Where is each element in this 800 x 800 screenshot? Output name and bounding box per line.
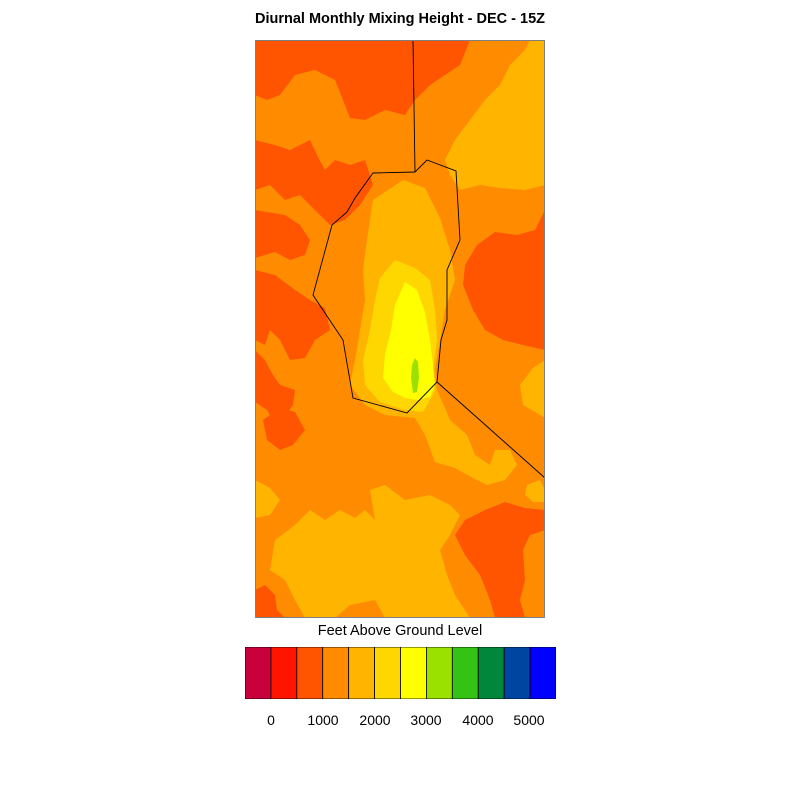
tick-label-1000: 1000 (307, 712, 339, 728)
colorbar-swatch-7 (426, 647, 453, 699)
boundary-north (412, 40, 416, 173)
colorbar-swatch-3 (322, 647, 350, 699)
contour-yellow-center (383, 282, 435, 400)
tick-label-0: 0 (267, 712, 275, 728)
colorbar-swatch-4 (348, 647, 375, 699)
colorbar-swatch-11 (529, 647, 556, 699)
tick-label-4000: 4000 (462, 712, 494, 728)
colorbar-swatch-9 (477, 647, 505, 699)
contour-dark-orange-top2 (255, 140, 373, 225)
contour-dark-orange-left (255, 210, 310, 260)
contour-orange-bottom-left (255, 480, 280, 518)
contour-dark-orange-left2 (255, 270, 330, 360)
contour-dark-orange-bottom-right (455, 502, 545, 618)
contour-orange-spot-top (523, 95, 545, 130)
colorbar-swatch-10 (503, 647, 531, 699)
map-title: Diurnal Monthly Mixing Height - DEC - 15… (255, 11, 545, 27)
boundary-southeast (436, 381, 545, 479)
state-boundaries (312, 40, 545, 479)
tick-label-5000: 5000 (513, 712, 545, 728)
colorbar-swatch-8 (451, 647, 479, 699)
mixing-height-map (255, 40, 545, 618)
contour-orange-spot-right (525, 480, 545, 502)
contour-dark-orange-right (463, 210, 545, 350)
map-frame (255, 40, 545, 618)
colorbar (245, 647, 556, 699)
legend-title: Feet Above Ground Level (317, 623, 483, 639)
contour-orange-right-mid (520, 360, 545, 418)
colorbar-swatch-0 (245, 647, 272, 699)
contour-orange-top-right (445, 40, 545, 190)
contour-green-spot (411, 358, 419, 393)
colorbar-swatch-2 (296, 647, 324, 699)
tick-label-2000: 2000 (359, 712, 391, 728)
contour-dark-orange-top (255, 40, 470, 120)
tick-label-3000: 3000 (410, 712, 442, 728)
colorbar-swatch-1 (270, 647, 298, 699)
contour-dark-orange-bottom-left (255, 585, 285, 618)
contour-orange-bottom-center (270, 485, 470, 618)
colorbar-swatch-5 (374, 647, 401, 699)
contour-dark-orange-left3 (255, 350, 295, 425)
colorbar-swatch-6 (400, 647, 427, 699)
contour-dark-orange-left4 (263, 408, 305, 450)
